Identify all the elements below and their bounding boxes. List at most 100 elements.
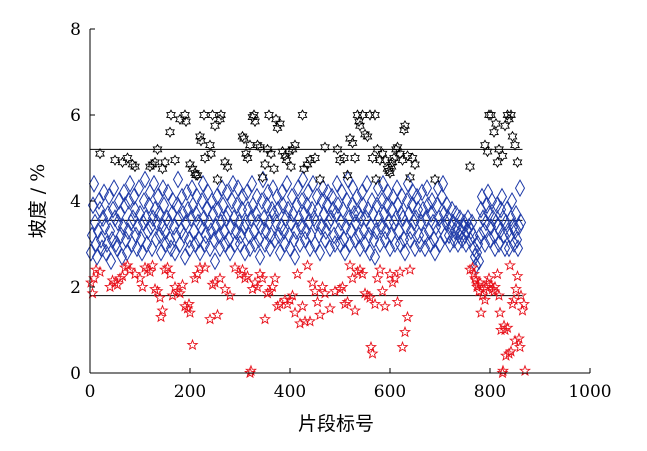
data-point-pentagram — [224, 289, 236, 301]
data-point-diamond — [298, 204, 310, 223]
data-point-diamond — [276, 183, 288, 202]
data-point-diamond — [471, 243, 483, 262]
data-point-pentagram — [356, 267, 369, 280]
data-point-diamond — [487, 209, 499, 228]
data-point-hexagram — [95, 148, 105, 160]
data-point-diamond — [141, 234, 153, 254]
data-point-diamond — [215, 213, 227, 232]
data-point-diamond — [209, 252, 221, 271]
data-point-diamond — [243, 226, 255, 245]
data-point-pentagram — [513, 332, 525, 344]
data-point-diamond — [489, 239, 501, 258]
data-point-diamond — [493, 234, 505, 254]
data-point-hexagram — [275, 117, 285, 130]
data-point-pentagram — [484, 278, 496, 290]
data-point-pentagram — [286, 289, 299, 301]
data-point-diamond — [297, 170, 309, 189]
data-point-hexagram — [339, 152, 349, 164]
data-point-diamond — [512, 239, 524, 258]
data-point-diamond — [421, 179, 433, 198]
data-point-pentagram — [266, 280, 279, 293]
data-point-diamond — [293, 209, 305, 228]
y-tick-label: 8 — [70, 20, 81, 40]
data-point-hexagram — [405, 171, 415, 184]
data-point-diamond — [100, 243, 112, 262]
data-point-hexagram — [264, 109, 274, 121]
data-point-hexagram — [362, 130, 373, 143]
data-point-diamond — [388, 213, 400, 232]
data-point-diamond — [324, 239, 336, 258]
data-point-diamond — [344, 234, 356, 254]
data-point-diamond — [328, 226, 340, 245]
data-point-hexagram — [315, 173, 325, 186]
data-point-diamond — [241, 183, 253, 202]
data-point-hexagram — [347, 137, 358, 149]
data-point-pentagram — [401, 310, 414, 323]
data-point-pentagram — [134, 272, 146, 284]
data-point-diamond — [352, 204, 364, 223]
data-point-diamond — [181, 183, 193, 202]
data-point-diamond — [138, 191, 150, 211]
data-point-pentagram — [399, 325, 411, 338]
data-point-pentagram — [391, 295, 404, 308]
data-point-pentagram — [164, 267, 176, 280]
data-point-diamond — [272, 200, 284, 219]
data-point-pentagram — [489, 280, 501, 293]
data-point-diamond — [260, 222, 272, 241]
data-point-diamond — [195, 217, 207, 236]
data-point-diamond — [380, 222, 392, 241]
data-point-diamond — [231, 196, 243, 215]
data-point-pentagram — [311, 295, 324, 308]
data-point-hexagram — [192, 169, 203, 181]
data-point-pentagram — [186, 338, 199, 351]
data-point-diamond — [341, 191, 353, 211]
data-point-diamond — [310, 213, 322, 232]
data-point-diamond — [240, 213, 252, 232]
data-point-pentagram — [211, 308, 224, 321]
data-point-pentagram — [369, 297, 381, 310]
data-point-pentagram — [86, 287, 99, 299]
data-point-hexagram — [269, 163, 279, 175]
data-point-hexagram — [196, 135, 206, 147]
data-point-diamond — [277, 196, 289, 215]
data-point-pentagram — [144, 265, 156, 278]
data-point-diamond — [136, 243, 148, 262]
data-point-diamond — [339, 243, 351, 262]
data-point-hexagram — [489, 126, 499, 138]
data-point-hexagram — [392, 141, 403, 153]
data-point-hexagram — [497, 150, 508, 162]
data-point-diamond — [397, 209, 409, 228]
data-point-pentagram — [174, 287, 186, 299]
data-point-hexagram — [492, 156, 503, 168]
data-point-diamond — [418, 226, 430, 245]
data-point-pentagram — [483, 272, 495, 284]
data-point-diamond — [357, 196, 369, 215]
data-point-pentagram — [366, 347, 379, 359]
data-point-hexagram — [110, 154, 120, 166]
data-point-diamond — [301, 196, 313, 215]
data-point-diamond — [326, 187, 338, 206]
data-point-diamond — [312, 200, 324, 219]
data-point-pentagram — [154, 291, 166, 303]
data-point-diamond — [509, 222, 521, 241]
data-point-diamond — [196, 191, 208, 211]
data-point-diamond — [102, 204, 114, 223]
data-point-hexagram — [157, 163, 168, 175]
data-point-diamond — [129, 200, 141, 219]
data-point-pentagram — [155, 310, 167, 323]
data-point-diamond — [439, 226, 451, 245]
data-point-diamond — [396, 187, 408, 206]
data-point-diamond — [427, 213, 439, 232]
data-point-hexagram — [284, 145, 294, 158]
data-point-hexagram — [272, 122, 283, 134]
data-point-diamond — [178, 226, 190, 245]
data-point-diamond — [428, 230, 440, 249]
data-point-diamond — [294, 234, 306, 254]
data-point-pentagram — [136, 280, 149, 293]
data-point-diamond — [216, 179, 228, 198]
data-point-diamond — [304, 239, 316, 258]
data-point-diamond — [239, 243, 251, 262]
data-point-diamond — [514, 179, 526, 198]
data-point-diamond — [143, 196, 155, 215]
